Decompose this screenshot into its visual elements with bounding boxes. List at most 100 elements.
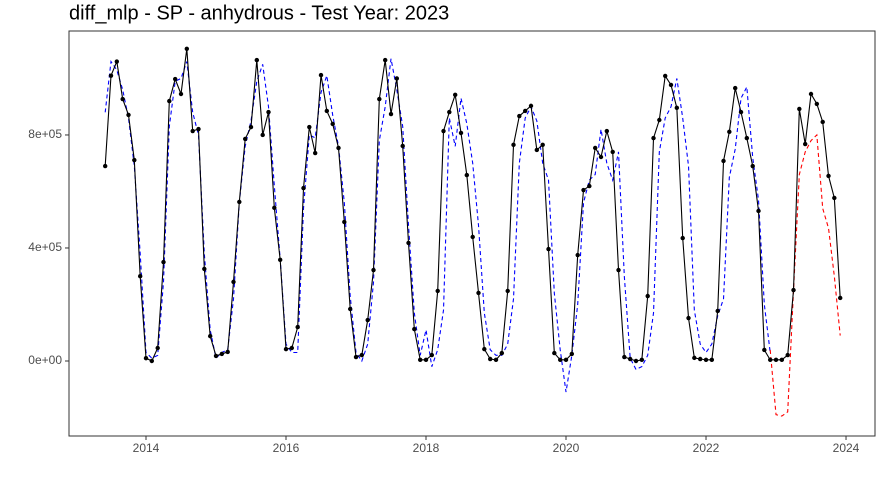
data-point [651, 135, 656, 141]
data-point [231, 279, 236, 285]
data-point [750, 163, 755, 169]
data-point [511, 142, 516, 148]
y-tick-label: 0e+00 [28, 353, 62, 367]
data-point [814, 101, 820, 107]
data-point [342, 219, 347, 225]
data-point [207, 333, 213, 339]
data-point [628, 356, 633, 362]
data-point [423, 357, 429, 363]
x-tick-label: 2014 [133, 441, 160, 455]
series-line [769, 133, 841, 417]
data-point [832, 195, 837, 201]
data-point [178, 91, 184, 97]
data-point [137, 274, 143, 279]
data-point [692, 355, 697, 361]
data-point [698, 356, 703, 362]
data-point [143, 355, 149, 361]
series-line [104, 48, 841, 362]
y-tick-label: 4e+05 [28, 240, 62, 254]
data-point [336, 145, 341, 151]
data-point [394, 76, 400, 81]
data-point [820, 119, 825, 125]
data-point [803, 141, 808, 147]
data-point [458, 130, 464, 136]
data-point [785, 352, 790, 358]
data-point [773, 357, 779, 363]
data-point [663, 73, 668, 79]
data-point [733, 85, 738, 91]
data-point [826, 173, 831, 179]
data-point [645, 293, 650, 299]
data-point [330, 121, 335, 127]
data-point [242, 136, 248, 142]
data-point [674, 105, 680, 111]
data-point [540, 142, 545, 148]
data-point [202, 266, 207, 272]
data-point [791, 287, 796, 293]
data-point [272, 205, 277, 211]
data-point [528, 103, 534, 109]
data-point [610, 149, 615, 155]
data-point [365, 317, 370, 323]
data-point [324, 108, 330, 114]
data-point [412, 326, 417, 332]
data-point [604, 128, 610, 134]
data-point [312, 150, 318, 156]
data-point [102, 163, 108, 169]
y-tick-label: 8e+05 [28, 127, 62, 141]
data-point [149, 358, 155, 364]
data-point [161, 259, 166, 265]
data-point [371, 267, 376, 273]
data-point [680, 235, 685, 241]
data-point [406, 240, 411, 246]
data-point [184, 46, 190, 51]
data-point [756, 208, 761, 214]
series-line [104, 58, 771, 393]
data-point [295, 324, 300, 330]
data-point [400, 143, 405, 149]
data-point [657, 117, 662, 123]
data-point [155, 345, 160, 351]
data-point [762, 347, 767, 353]
data-point [225, 349, 230, 355]
data-point [476, 290, 481, 296]
data-point [167, 98, 172, 104]
data-point [266, 109, 271, 115]
data-point [808, 91, 814, 97]
data-point [213, 353, 219, 359]
x-tick-label: 2020 [553, 441, 580, 455]
data-point [283, 346, 289, 352]
data-point [686, 315, 691, 321]
data-point [359, 352, 365, 358]
data-point [738, 109, 744, 115]
data-point [347, 306, 353, 312]
data-point [277, 257, 283, 263]
data-point [190, 128, 195, 134]
data-point [254, 57, 260, 63]
data-point [353, 354, 359, 360]
data-point [633, 358, 639, 364]
data-point [248, 124, 254, 130]
data-point [452, 92, 458, 98]
data-point [546, 246, 551, 252]
data-point [721, 158, 726, 164]
data-point [838, 295, 843, 301]
data-point [196, 126, 201, 132]
data-point [435, 288, 440, 294]
data-point [616, 267, 621, 273]
data-point [237, 199, 242, 205]
data-point [668, 82, 674, 88]
data-point [126, 112, 131, 118]
data-point [318, 72, 324, 78]
data-point [744, 135, 750, 141]
data-point [493, 357, 499, 363]
data-point [429, 352, 435, 358]
data-point [114, 59, 120, 64]
data-point [464, 172, 470, 178]
data-point [709, 357, 715, 363]
data-point [289, 345, 295, 351]
x-tick-label: 2024 [833, 441, 860, 455]
x-tick-label: 2022 [693, 441, 720, 455]
data-point [598, 154, 604, 160]
